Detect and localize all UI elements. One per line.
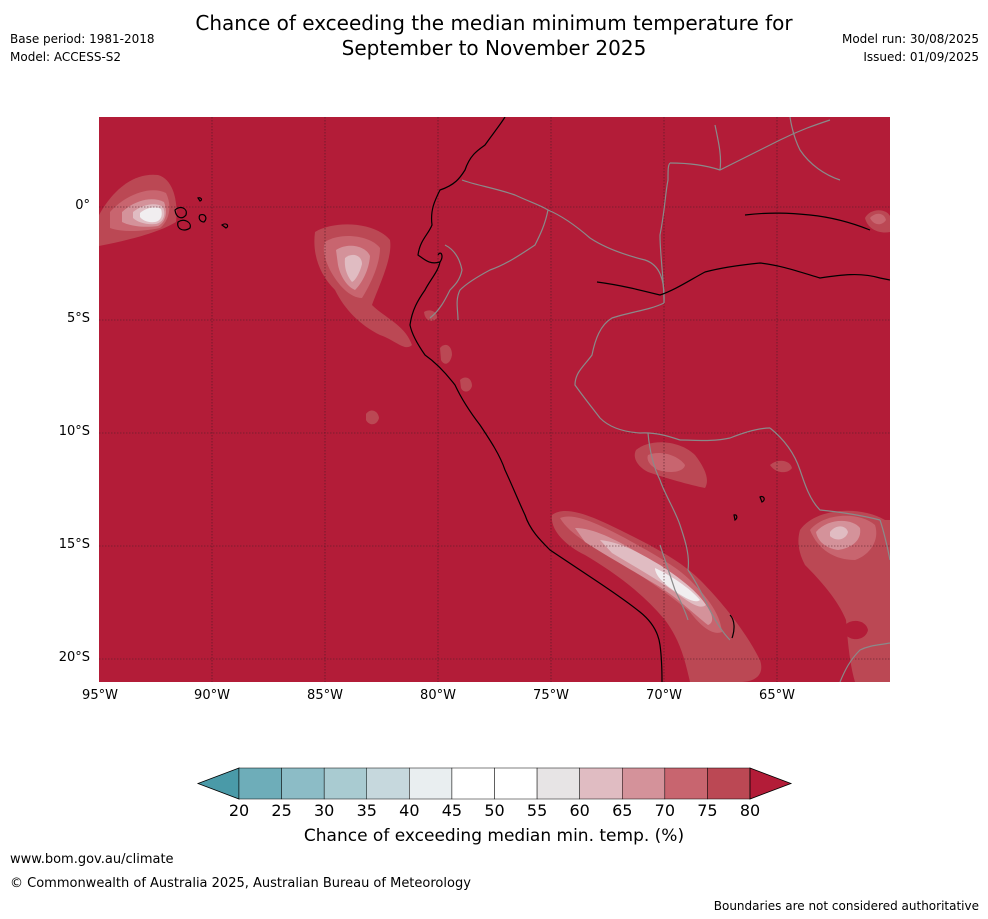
colorbar-tick-35: 35: [356, 801, 377, 820]
patch-ne-70: [870, 213, 886, 225]
base-period: Base period: 1981-2018: [10, 32, 155, 46]
patch-andes-65: [575, 528, 713, 625]
lon-label-80w: 80°W: [420, 688, 456, 703]
lat-label-15s: 15°S: [58, 537, 90, 552]
colorbar-tick-25: 25: [271, 801, 292, 820]
chart-title-line2: September to November 2025: [341, 36, 647, 60]
colorbar-tick-50: 50: [484, 801, 505, 820]
colorbar-tick-80: 80: [739, 801, 761, 820]
colorbar-tick-70: 70: [654, 801, 675, 820]
colorbar-box-35-40: [366, 767, 410, 800]
colorbar-tick-45: 45: [441, 801, 463, 820]
map-background: [99, 117, 890, 682]
probability-patches: [99, 174, 890, 682]
colorbar-tick-30: 30: [313, 801, 335, 820]
patch-brazil-w-70: [647, 453, 685, 473]
patch-offshore-60: [344, 254, 362, 282]
patch-east-60: [830, 526, 848, 540]
colorbar-tick-65: 65: [612, 801, 633, 820]
colorbar-box-70-75: [664, 767, 708, 800]
colorbar-box-20-25: [238, 767, 282, 800]
patch-east-75: [798, 510, 890, 682]
lon-label-90w: 90°W: [194, 688, 230, 703]
colorbar-box-50-55: [494, 767, 538, 800]
colorbar-extend-low: [196, 767, 240, 800]
lat-label-10s: 10°S: [58, 424, 90, 439]
patch-andes-55: [655, 568, 700, 602]
patch-small-4: [366, 410, 379, 425]
lat-label-20s: 20°S: [58, 650, 90, 665]
colorbar-tick-55: 55: [526, 801, 548, 820]
colorbar-tick-40: 40: [399, 801, 420, 820]
model-run: Model run: 30/08/2025: [841, 32, 979, 46]
lon-label-70w: 70°W: [646, 688, 682, 703]
model-name: Model: ACCESS-S2: [10, 50, 122, 64]
coastlines: [174, 117, 890, 682]
colorbar-box-60-65: [579, 767, 623, 800]
colorbar-box-45-50: [451, 767, 495, 800]
colorbar-extend-high: [749, 767, 793, 800]
patch-east-hole: [845, 620, 868, 640]
chart-title-line1: Chance of exceeding the median minimum t…: [195, 11, 793, 35]
colorbar-label: Chance of exceeding median min. temp. (%…: [303, 826, 685, 846]
patch-galapagos-55: [140, 207, 162, 223]
footer-disclaimer: Boundaries are not considered authoritat…: [713, 899, 979, 913]
colorbar-tick-60: 60: [569, 801, 590, 820]
lon-label-65w: 65°W: [759, 688, 795, 703]
colorbar-box-55-60: [536, 767, 580, 800]
colorbar-box-30-35: [323, 767, 367, 800]
meta-left: Base period: 1981-2018 Model: ACCESS-S2: [10, 32, 155, 68]
colorbar-box-40-45: [409, 767, 453, 800]
colorbar-tick-20: 20: [228, 801, 250, 820]
colorbar: [196, 767, 793, 800]
lon-label-75w: 75°W: [533, 688, 569, 703]
patch-small-2: [440, 344, 452, 364]
country-boundaries: [429, 117, 890, 682]
footer-url[interactable]: www.bom.gov.au/climate: [10, 852, 174, 867]
colorbar-box-25-30: [281, 767, 325, 800]
lon-label-95w: 95°W: [82, 688, 118, 703]
patch-small-3: [460, 377, 472, 392]
meta-right: Model run: 30/08/2025 Issued: 01/09/2025: [842, 32, 979, 68]
patch-brazil-small: [770, 460, 792, 473]
chart-title: Chance of exceeding the median minimum t…: [0, 11, 988, 61]
colorbar-box-75-80: [707, 767, 751, 800]
colorbar-box-65-70: [622, 767, 666, 800]
lat-label-0: 0°: [75, 198, 90, 213]
lon-label-85w: 85°W: [307, 688, 343, 703]
patch-small-1: [424, 310, 438, 321]
issued-date: Issued: 01/09/2025: [863, 50, 979, 64]
colorbar-tick-75: 75: [697, 801, 718, 820]
lat-label-5s: 5°S: [66, 311, 90, 326]
footer-copyright: © Commonwealth of Australia 2025, Austra…: [10, 876, 471, 891]
